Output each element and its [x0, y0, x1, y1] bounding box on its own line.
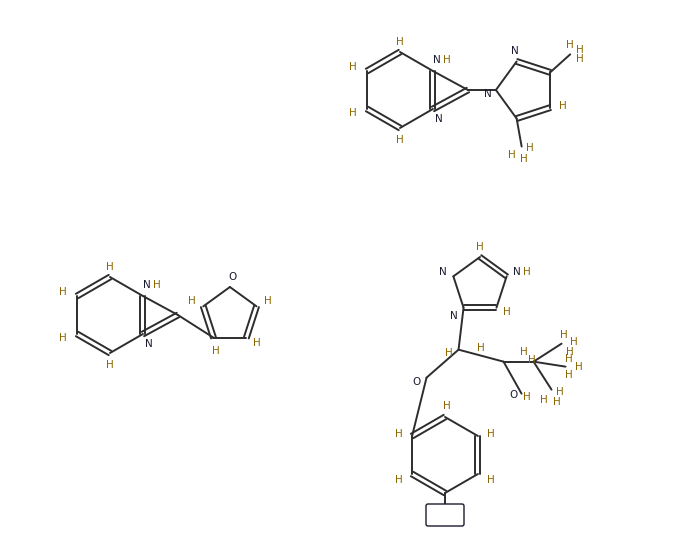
Text: N: N	[433, 55, 441, 65]
Text: H: H	[566, 40, 574, 50]
Text: H: H	[395, 475, 403, 485]
Text: H: H	[153, 280, 161, 290]
Text: H: H	[443, 55, 451, 65]
Text: H: H	[507, 149, 516, 159]
Text: N: N	[450, 311, 458, 321]
Text: H: H	[526, 143, 534, 153]
Text: H: H	[349, 62, 357, 72]
Text: H: H	[59, 287, 67, 297]
Text: H: H	[477, 343, 485, 353]
Text: H: H	[559, 101, 567, 111]
Text: H: H	[396, 37, 404, 47]
Text: H: H	[349, 108, 357, 118]
Text: H: H	[106, 360, 114, 370]
Text: N: N	[435, 114, 443, 124]
Text: H: H	[106, 262, 114, 272]
Text: O: O	[229, 272, 237, 282]
Text: N: N	[145, 339, 153, 349]
Text: H: H	[396, 135, 404, 145]
Text: H: H	[576, 45, 584, 55]
Text: H: H	[487, 429, 495, 439]
Text: H: H	[254, 338, 261, 348]
Text: H: H	[560, 330, 567, 340]
Text: H: H	[264, 296, 271, 306]
Text: H: H	[569, 336, 577, 346]
Text: H: H	[476, 242, 484, 252]
Text: H: H	[211, 346, 219, 356]
Text: H: H	[520, 346, 528, 356]
Text: H: H	[188, 296, 196, 306]
Text: O: O	[413, 377, 421, 387]
Text: H: H	[523, 267, 530, 277]
Text: H: H	[556, 387, 563, 397]
FancyBboxPatch shape	[426, 504, 464, 526]
Text: O: O	[509, 390, 518, 400]
Text: N: N	[484, 89, 492, 99]
Text: H: H	[565, 354, 573, 364]
Text: H: H	[576, 55, 584, 65]
Text: N: N	[511, 46, 518, 56]
Text: H: H	[487, 475, 495, 485]
Text: H: H	[503, 307, 510, 316]
Text: H: H	[445, 348, 452, 358]
Text: H: H	[565, 370, 573, 380]
Text: H: H	[59, 333, 67, 343]
Text: N: N	[143, 280, 151, 290]
Text: H: H	[566, 346, 573, 356]
Text: H: H	[575, 361, 582, 372]
Text: H: H	[395, 429, 403, 439]
Text: H: H	[523, 392, 530, 402]
Text: H: H	[553, 397, 561, 407]
Text: N: N	[513, 267, 520, 277]
Text: H: H	[540, 395, 547, 404]
Text: Ans: Ans	[436, 510, 454, 520]
Text: H: H	[528, 355, 536, 365]
Text: N: N	[439, 267, 448, 277]
Text: H: H	[443, 401, 451, 411]
Text: H: H	[520, 154, 528, 164]
